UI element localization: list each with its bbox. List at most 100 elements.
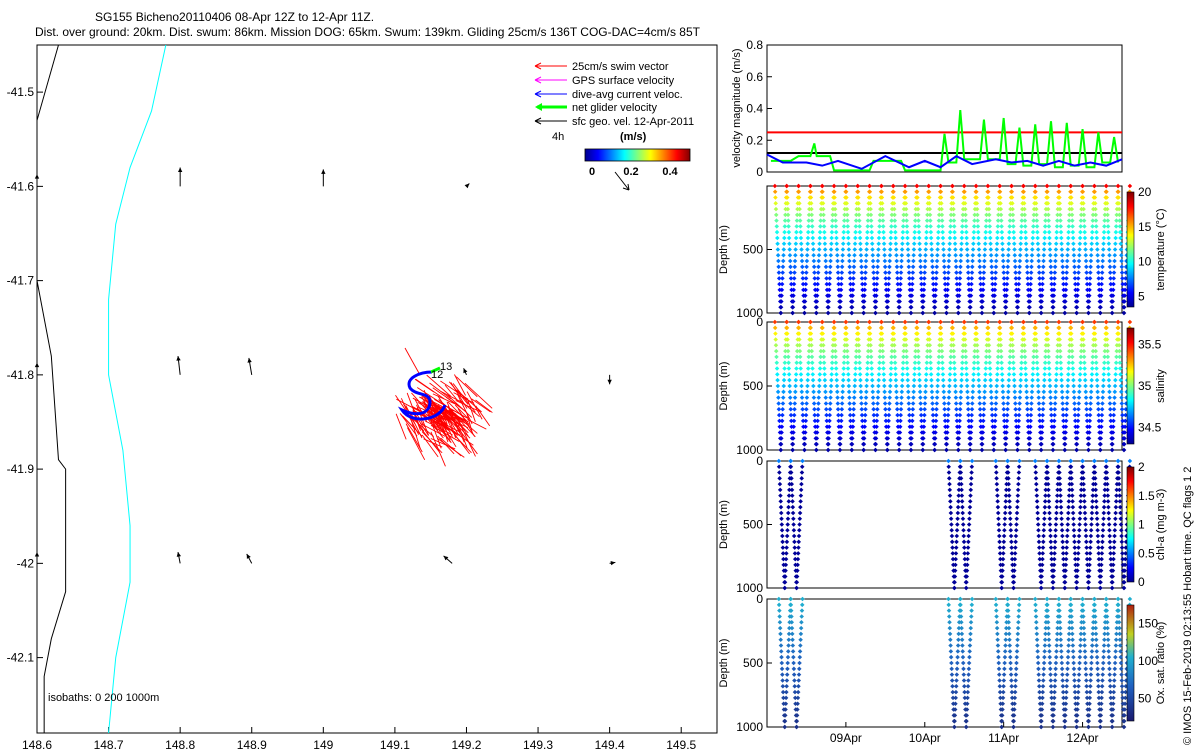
- profile-sample: [938, 325, 944, 331]
- profile-sample: [985, 189, 991, 195]
- profile-sample: [1001, 539, 1007, 545]
- map-axes-box: [36, 44, 718, 734]
- profile-sample: [796, 678, 801, 683]
- profile-sample: [934, 270, 939, 275]
- profile-sample: [794, 579, 800, 585]
- profile-sample: [874, 287, 879, 293]
- profile-sample: [1089, 247, 1094, 252]
- profile-sample: [965, 389, 970, 395]
- profile-sample: [945, 281, 951, 287]
- profile-sample: [874, 412, 880, 418]
- profile-sample: [1084, 270, 1089, 275]
- profile-sample: [789, 418, 794, 424]
- profile-sample: [949, 666, 954, 672]
- profile-sample: [1052, 401, 1058, 406]
- profile-sample: [863, 258, 869, 264]
- profile-sample: [1014, 654, 1020, 660]
- profile-sample: [1122, 293, 1128, 298]
- profile-sample: [774, 360, 780, 365]
- profile-sample: [875, 258, 881, 264]
- profile-sample: [794, 229, 799, 235]
- profile-sample: [928, 224, 933, 229]
- profile-sample: [863, 264, 869, 270]
- profile-sample: [777, 476, 782, 481]
- profile-sample: [953, 684, 959, 689]
- profile-sample: [834, 383, 840, 389]
- colorbar-tick-label: 5: [1138, 290, 1145, 304]
- swim-vector: [444, 412, 471, 439]
- profile-sample: [982, 253, 987, 258]
- profile-sample: [1052, 545, 1058, 550]
- profile-sample: [946, 602, 951, 608]
- profile-sample: [1048, 264, 1054, 270]
- profile-sample: [1065, 666, 1070, 672]
- profile-sample: [826, 293, 832, 298]
- profile-sample: [970, 401, 975, 406]
- profile-sample: [1056, 325, 1062, 331]
- profile-sample: [1094, 649, 1100, 654]
- profile-sample: [1107, 539, 1113, 545]
- profile-sample: [1016, 281, 1022, 287]
- profile-sample: [999, 360, 1004, 365]
- profile-sample: [1112, 522, 1118, 527]
- profile-sample: [1119, 678, 1125, 683]
- profile-sample: [1082, 360, 1087, 365]
- profile-sample: [805, 366, 811, 371]
- profile-sample: [958, 596, 963, 602]
- profile-sample: [1030, 247, 1035, 252]
- profile-sample: [789, 487, 795, 493]
- profile-sample: [1040, 684, 1046, 689]
- profile-sample: [1029, 253, 1035, 258]
- profile-sample: [952, 718, 957, 724]
- profile-sample: [967, 499, 973, 504]
- profile-sample: [952, 229, 957, 235]
- profile-sample: [852, 253, 857, 258]
- profile-sample: [1074, 585, 1079, 591]
- profile-sample: [861, 310, 866, 316]
- profile-sample: [1065, 377, 1071, 383]
- profile-sample: [792, 270, 797, 275]
- profile-sample: [833, 366, 839, 371]
- profile-sample: [1101, 516, 1106, 521]
- profile-sample: [1101, 660, 1106, 666]
- profile-sample: [1117, 348, 1122, 354]
- profile-sample: [1057, 195, 1062, 200]
- profile-sample: [958, 401, 963, 406]
- profile-sample: [1002, 528, 1007, 533]
- profile-sample: [967, 649, 972, 654]
- profile-sample: [969, 412, 975, 418]
- profile-sample: [1034, 360, 1040, 365]
- profile-sample: [1004, 287, 1009, 293]
- profile-sample: [1100, 528, 1106, 533]
- profile-sample: [1112, 395, 1117, 400]
- profile-sample: [797, 348, 803, 354]
- profile-sample: [933, 287, 938, 293]
- profile-sample: [995, 637, 1000, 642]
- profile-sample: [780, 407, 785, 412]
- profile-sample: [968, 299, 973, 304]
- profile-sample: [1101, 383, 1106, 389]
- profile-sample: [916, 366, 922, 371]
- profile-sample: [934, 395, 940, 400]
- profile-sample: [1070, 649, 1076, 654]
- profile-sample: [1035, 522, 1041, 527]
- profile-sample: [1093, 487, 1098, 493]
- profile-sample: [876, 247, 881, 252]
- profile-sample: [1082, 637, 1087, 642]
- profile-sample: [1015, 493, 1021, 498]
- profile-sample: [994, 476, 999, 481]
- profile-sample: [1036, 389, 1041, 395]
- profile-sample: [1040, 689, 1046, 695]
- profile-sample: [954, 528, 960, 533]
- profile-sample: [916, 360, 922, 365]
- profile-sample: [1088, 270, 1093, 275]
- profile-sample: [948, 504, 953, 510]
- profile-sample: [949, 522, 954, 527]
- profile-sample: [914, 183, 920, 189]
- profile-sample: [1113, 224, 1119, 229]
- swim-vector: [447, 401, 469, 423]
- profile-sample: [1041, 401, 1046, 406]
- profile-sample: [1011, 377, 1017, 383]
- profile-sample: [1116, 189, 1121, 195]
- profile-sample: [1111, 551, 1117, 556]
